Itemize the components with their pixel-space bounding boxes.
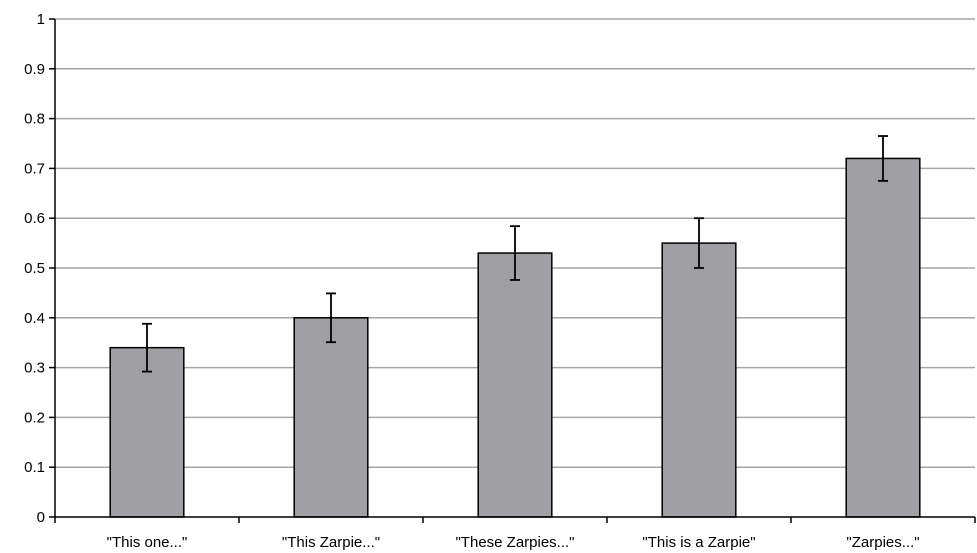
axes	[49, 18, 976, 523]
x-tick-label: "Zarpies..."	[846, 534, 919, 551]
y-tick-label: 0.4	[24, 310, 45, 327]
y-tick-label: 0.1	[24, 459, 45, 476]
y-tick-label: 0.6	[24, 210, 45, 227]
y-tick-label: 1	[37, 11, 45, 28]
x-tick-label: "This is a Zarpie"	[642, 534, 755, 551]
bar	[293, 317, 369, 518]
y-tick-label: 0.3	[24, 360, 45, 377]
tick-labels: 0 0.1 0.2 0.3 0.4 0.5 0.6 0.7 0.8 0.9 1 "This one..…	[24, 11, 919, 551]
bar	[661, 242, 737, 518]
x-tick-label: "These Zarpies..."	[455, 534, 574, 551]
bar	[845, 157, 921, 518]
bars	[109, 157, 921, 518]
bar	[477, 252, 553, 518]
y-tick-label: 0	[37, 509, 45, 526]
y-tick-label: 0.2	[24, 409, 45, 426]
x-tick-label: "This Zarpie..."	[282, 534, 380, 551]
bar	[109, 346, 185, 518]
y-tick-label: 0.8	[24, 111, 45, 128]
y-tick-label: 0.5	[24, 260, 45, 277]
y-tick-label: 0.9	[24, 61, 45, 78]
y-tick-label: 0.7	[24, 160, 45, 177]
error-bars	[142, 135, 888, 373]
x-tick-label: "This one..."	[107, 534, 188, 551]
